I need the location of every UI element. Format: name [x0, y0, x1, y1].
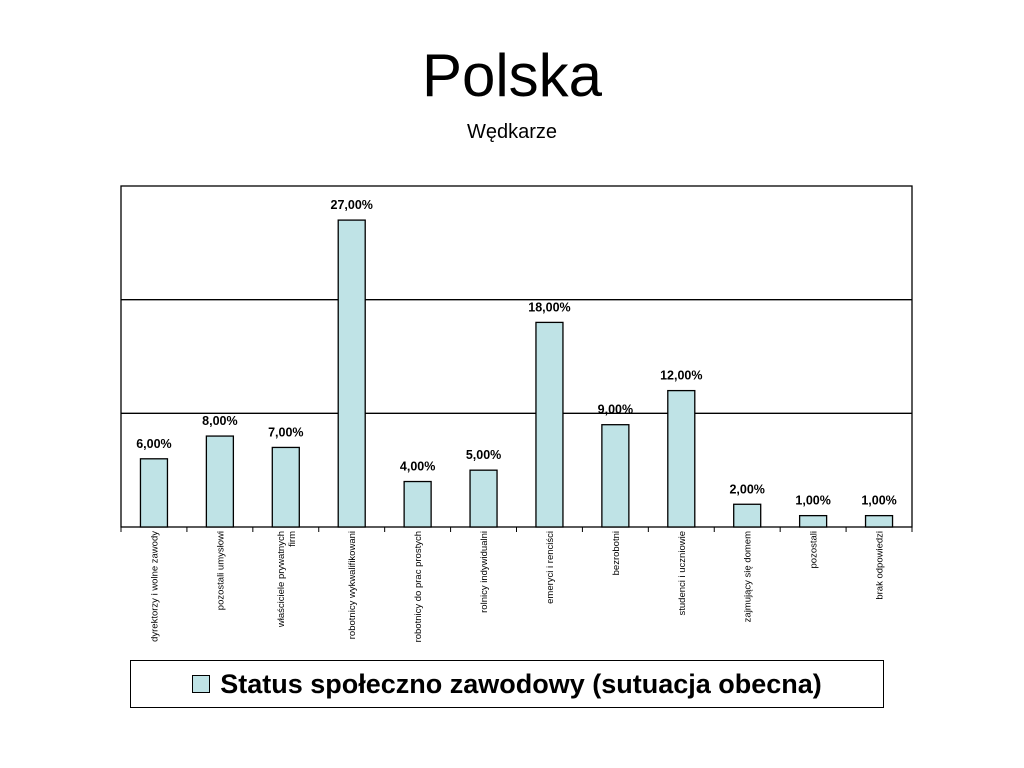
x-tick-label-line: pozostali umysłowi: [215, 531, 226, 610]
x-tick-label: robotnicy wykwalifikowani: [347, 531, 358, 639]
x-tick-label: pozostali: [809, 531, 820, 569]
legend-swatch: [192, 675, 211, 693]
bar: [337, 219, 366, 528]
data-label: 5,00%: [466, 448, 501, 462]
data-label: 8,00%: [202, 414, 237, 428]
bar: [601, 424, 630, 528]
bar: [535, 321, 564, 528]
x-tick-label-line: robotnicy do prac prostych: [413, 531, 424, 642]
slide-title: Polska: [421, 42, 603, 109]
x-tick-label: brak odpowiedzi: [875, 531, 886, 600]
slide-subtitle: Wędkarze: [466, 121, 558, 143]
data-label: 6,00%: [136, 437, 171, 451]
x-tick-label: zajmujący się domem: [743, 531, 754, 622]
data-label: 1,00%: [795, 494, 830, 508]
bar: [864, 514, 894, 528]
x-tick-label-line: emeryci i renciści: [545, 531, 556, 604]
legend-label: Status społeczno zawodowy (sutuacja obec…: [220, 668, 822, 699]
data-label: 2,00%: [729, 482, 764, 496]
x-tick-label-line: rolnicy indywidualni: [479, 531, 490, 613]
x-tick-label: właściciele prywatnych firm: [276, 531, 298, 628]
data-label: 12,00%: [660, 369, 702, 383]
x-tick-label: pozostali umysłowi: [215, 531, 226, 610]
x-tick-label: rolnicy indywidualni: [479, 531, 490, 613]
bar: [469, 469, 498, 528]
bar: [271, 446, 300, 528]
chart-legend: Status społeczno zawodowy (sutuacja obec…: [130, 660, 884, 708]
x-tick-label-line: firm: [287, 531, 298, 547]
x-tick-label-line: robotnicy wykwalifikowani: [347, 531, 358, 639]
bar: [798, 514, 828, 528]
bar-chart: 6,00% dyrektorzy i wolne zawody 8,00% pozos…: [120, 185, 913, 642]
bar: [139, 458, 169, 528]
data-label: 18,00%: [528, 300, 570, 314]
x-tick-label-line: studenci i uczniowie: [677, 531, 688, 616]
x-tick-label-line: właściciele prywatnych: [276, 531, 287, 628]
bar: [667, 389, 696, 528]
x-tick-label-line: zajmujący się domem: [743, 531, 754, 622]
x-tick-label: studenci i uczniowie: [677, 531, 688, 616]
data-label: 1,00%: [861, 494, 896, 508]
plot-area: [120, 185, 913, 528]
x-tick-label-line: brak odpowiedzi: [875, 531, 886, 600]
x-tick-label: dyrektorzy i wolne zawody: [149, 531, 160, 642]
data-label: 27,00%: [331, 198, 373, 212]
bar: [205, 435, 235, 528]
x-tick-label-line: pozostali: [809, 531, 820, 569]
x-tick-label: robotnicy do prac prostych: [413, 531, 424, 642]
data-label: 4,00%: [400, 460, 435, 474]
data-label: 7,00%: [268, 425, 303, 439]
x-tick-label: bezrobotni: [611, 531, 622, 575]
data-label: 9,00%: [598, 403, 633, 417]
x-tick-label: emeryci i renciści: [545, 531, 556, 604]
bar: [403, 480, 432, 528]
x-tick-label-line: bezrobotni: [611, 531, 622, 575]
x-tick-label-line: dyrektorzy i wolne zawody: [149, 531, 160, 642]
bar: [733, 503, 762, 528]
